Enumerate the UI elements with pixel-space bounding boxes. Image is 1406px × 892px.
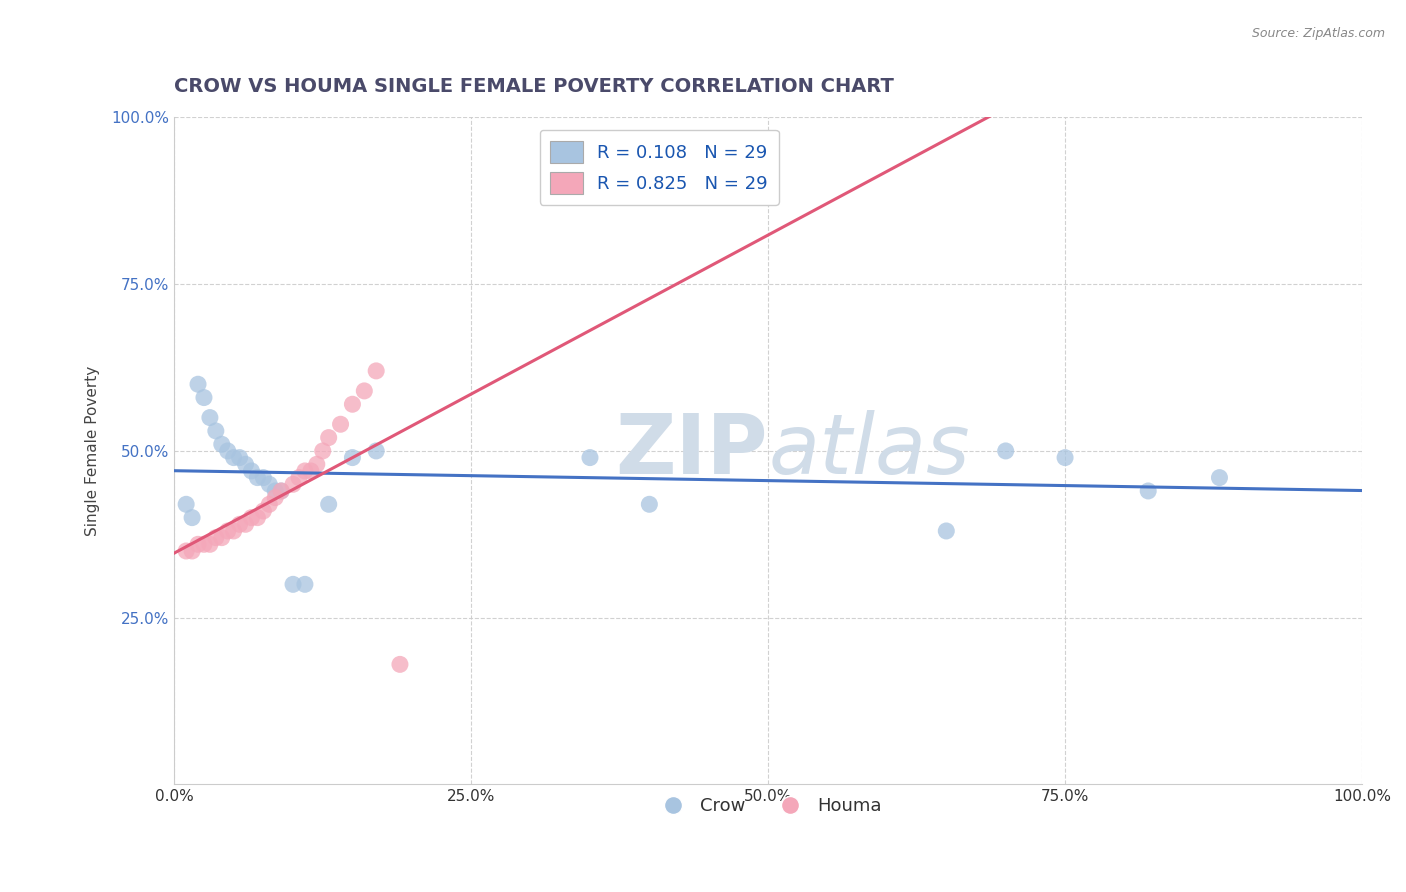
Text: atlas: atlas (768, 410, 970, 491)
Point (174, 497, 197, 511)
Point (259, 497, 281, 511)
Point (299, 464, 322, 478)
Point (270, 483, 292, 498)
Point (294, 577, 316, 591)
Point (366, 444, 388, 458)
Point (281, 477, 304, 491)
Legend: Crow, Houma: Crow, Houma (647, 789, 889, 822)
Point (222, 524, 245, 538)
Point (318, 497, 340, 511)
Point (288, 470, 311, 484)
Point (211, 437, 233, 451)
Point (174, 544, 197, 558)
Text: CROW VS HOUMA SINGLE FEMALE POVERTY CORRELATION CHART: CROW VS HOUMA SINGLE FEMALE POVERTY CORR… (174, 78, 894, 96)
Point (240, 510, 263, 524)
Point (1137, 483, 1160, 498)
Point (294, 464, 316, 478)
Point (312, 444, 335, 458)
Point (579, 450, 602, 465)
Text: Source: ZipAtlas.com: Source: ZipAtlas.com (1251, 27, 1385, 40)
Point (366, 364, 388, 378)
Point (217, 524, 239, 538)
Point (388, 657, 411, 672)
Point (935, 524, 957, 538)
Point (181, 544, 204, 558)
Point (222, 450, 245, 465)
Point (198, 410, 221, 425)
Point (342, 397, 364, 411)
Point (246, 510, 269, 524)
Point (193, 537, 215, 551)
Point (994, 444, 1017, 458)
Text: ZIP: ZIP (616, 410, 768, 491)
Y-axis label: Single Female Poverty: Single Female Poverty (86, 366, 100, 536)
Point (246, 470, 269, 484)
Point (270, 483, 292, 498)
Point (193, 391, 215, 405)
Point (252, 470, 274, 484)
Point (228, 517, 250, 532)
Point (1208, 470, 1230, 484)
Point (187, 377, 209, 392)
Point (181, 510, 204, 524)
Point (281, 577, 304, 591)
Point (252, 504, 274, 518)
Point (1054, 450, 1077, 465)
Point (259, 477, 281, 491)
Point (264, 483, 287, 498)
Point (342, 450, 364, 465)
Point (305, 457, 328, 471)
Point (240, 464, 263, 478)
Point (205, 424, 228, 438)
Point (264, 491, 287, 505)
Point (353, 384, 375, 398)
Point (211, 531, 233, 545)
Point (235, 517, 257, 532)
Point (638, 497, 661, 511)
Point (329, 417, 352, 432)
Point (228, 450, 250, 465)
Point (217, 444, 239, 458)
Point (235, 457, 257, 471)
Point (198, 537, 221, 551)
Point (187, 537, 209, 551)
Point (205, 531, 228, 545)
Point (318, 431, 340, 445)
